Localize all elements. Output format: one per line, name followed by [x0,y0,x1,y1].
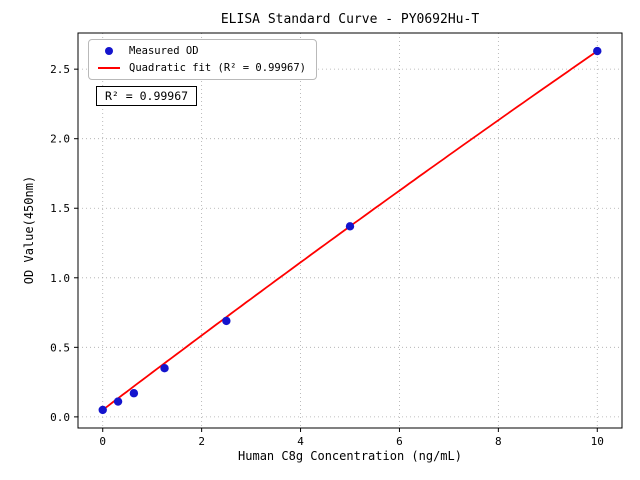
measured-od-point [98,405,107,415]
x-tick-label: 2 [198,435,205,448]
measured-od-point [113,397,123,406]
y-tick-label: 2.5 [50,63,70,76]
legend-label: Measured OD [129,45,199,57]
measured-od-point [160,363,169,373]
y-axis-label: OD Value(450nm) [22,175,36,285]
legend: Measured OD Quadratic fit (R² = 0.99967) [88,39,318,80]
x-tick-label: 0 [99,435,106,448]
legend-line-marker-icon [97,67,121,69]
legend-label: Quadratic fit (R² = 0.99967) [129,62,307,74]
measured-od-point [222,316,231,326]
x-tick-label: 8 [495,435,502,448]
r-squared-annotation: R² = 0.99967 [96,86,198,106]
legend-entry: Measured OD [97,45,306,57]
measured-od-point [593,46,602,56]
x-tick-label: 6 [396,435,403,448]
measured-od-point [129,389,139,398]
plot-border [77,32,623,429]
legend-dot-marker-icon [97,47,121,55]
x-tick-label: 10 [591,435,604,448]
line-glyph [98,67,120,69]
y-tick-label: 0.5 [50,341,70,354]
measured-od-point [345,222,355,231]
legend-entry: Quadratic fit (R² = 0.99967) [97,62,306,74]
dot-glyph [105,47,113,55]
x-axis-label: Human C8g Concentration (ng/mL) [238,449,462,463]
chart-title: ELISA Standard Curve - PY0692Hu-T [220,12,480,27]
y-tick-label: 0.0 [50,411,70,424]
y-tick-label: 1.5 [50,202,70,215]
y-tick-label: 1.0 [50,272,70,285]
x-tick-label: 4 [297,435,304,448]
y-tick-label: 2.0 [50,133,70,146]
